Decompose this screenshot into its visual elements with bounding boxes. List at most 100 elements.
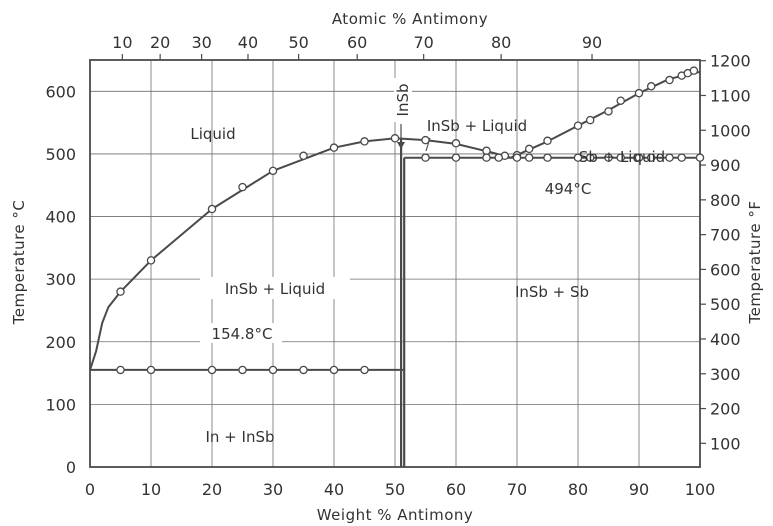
y2-tick-label: 100: [710, 434, 741, 453]
data-point: [646, 153, 656, 162]
data-point: [512, 153, 522, 162]
y2-tick-label: 700: [710, 226, 741, 245]
y2-tick-label: 600: [710, 260, 741, 279]
data-point: [299, 151, 308, 161]
data-point: [207, 204, 217, 214]
region-label-sb-liquid: Sb + Liquid: [579, 148, 665, 166]
data-point: [689, 66, 699, 75]
data-point: [665, 75, 674, 85]
data-point: [329, 143, 339, 152]
data-point: [482, 146, 491, 156]
x-tick-label: 0: [85, 480, 95, 499]
label-mask-compound: [394, 78, 412, 122]
data-point: [360, 365, 369, 375]
y-tick-label: 100: [45, 395, 76, 414]
label-pointer: [425, 137, 431, 152]
y2-tick-label: 1000: [710, 121, 751, 140]
data-point: [585, 115, 595, 125]
y2-tick-label: 200: [710, 400, 741, 419]
y2-tick-label: 800: [710, 191, 741, 210]
x2-tick-label: 70: [413, 33, 433, 52]
x-tick-label: 40: [324, 480, 344, 499]
y2-tick-label: 900: [710, 156, 741, 175]
region-label-in-insb: In + InSb: [205, 428, 274, 446]
y2-tick-label: 400: [710, 330, 741, 349]
x2-tick-label: 20: [150, 33, 170, 52]
data-point: [695, 153, 705, 162]
compound-label-insb: InSb: [394, 84, 412, 117]
data-point: [573, 153, 583, 162]
data-point: [665, 153, 674, 162]
data-point: [585, 153, 595, 162]
x2-tick-label: 10: [112, 33, 132, 52]
y-tick-label: 0: [66, 458, 76, 477]
data-point: [299, 365, 308, 375]
data-point: [451, 139, 461, 148]
x-tick-label: 100: [685, 480, 716, 499]
x-tick-label: 70: [507, 480, 527, 499]
y2-axis-title: Temperature °F: [746, 201, 764, 325]
data-point: [238, 182, 247, 192]
data-point: [543, 136, 552, 146]
x2-tick-label: 40: [238, 33, 258, 52]
data-point: [116, 287, 125, 296]
x-tick-label: 20: [202, 480, 222, 499]
data-point: [329, 365, 339, 375]
region-label-insb-sb: InSb + Sb: [515, 283, 589, 301]
data-point: [634, 153, 644, 162]
compound-arrowhead: [397, 142, 405, 149]
data-point: [116, 365, 125, 375]
y2-tick-label: 300: [710, 365, 741, 384]
data-point: [207, 365, 217, 375]
y-tick-label: 600: [45, 82, 76, 101]
plot-frame: [89, 59, 701, 468]
label-mask-eutectic: [200, 323, 282, 343]
x2-tick-label: 90: [582, 33, 602, 52]
region-label-insb-liquid-upper: InSb + Liquid: [427, 117, 527, 135]
x2-tick-label: 30: [191, 33, 211, 52]
x2-tick-label: 60: [347, 33, 367, 52]
tick-labels: 0 10 20 30 40 50 60 70 80 90 100010020030040050060…: [45, 33, 750, 499]
data-point: [604, 107, 613, 116]
series-layer: [89, 66, 705, 467]
data-point: [238, 365, 247, 375]
x-axis-title: Weight % Antimony: [317, 506, 474, 524]
grid: [90, 60, 700, 467]
x-tick-label: 60: [446, 480, 466, 499]
label-mask-lower: [200, 277, 350, 299]
x-tick-label: 10: [141, 480, 161, 499]
y2-tick-label: 1200: [710, 52, 751, 71]
region-label-insb-liquid-lower: InSb + Liquid: [225, 280, 325, 298]
y2-tick-label: 1100: [710, 86, 751, 105]
data-point: [268, 166, 278, 176]
y-tick-label: 200: [45, 333, 76, 352]
data-point: [360, 137, 369, 146]
data-point: [524, 153, 534, 162]
region-label-liquid: Liquid: [190, 125, 235, 143]
data-point: [146, 256, 156, 265]
data-point: [677, 153, 686, 162]
x2-tick-label: 80: [491, 33, 511, 52]
eutectic-label-154: 154.8°C: [212, 325, 273, 343]
data-point: [494, 153, 503, 162]
data-point: [616, 96, 625, 105]
data-point: [146, 365, 156, 375]
data-point: [646, 82, 656, 91]
data-point: [482, 153, 491, 162]
eutectic-label-494: 494°C: [545, 180, 592, 198]
x-tick-label: 50: [385, 480, 405, 499]
y2-tick-label: 500: [710, 295, 741, 314]
x2-axis-title: Atomic % Antimony: [332, 10, 488, 28]
data-point: [604, 153, 613, 162]
data-point: [421, 153, 430, 162]
data-point: [573, 121, 583, 130]
data-point: [390, 134, 400, 143]
y-tick-label: 300: [45, 270, 76, 289]
y-tick-label: 400: [45, 208, 76, 227]
x-tick-label: 90: [629, 480, 649, 499]
x-tick-label: 30: [263, 480, 283, 499]
y-axis-title: Temperature °C: [10, 200, 28, 326]
data-point: [616, 153, 625, 162]
x-tick-label: 80: [568, 480, 588, 499]
